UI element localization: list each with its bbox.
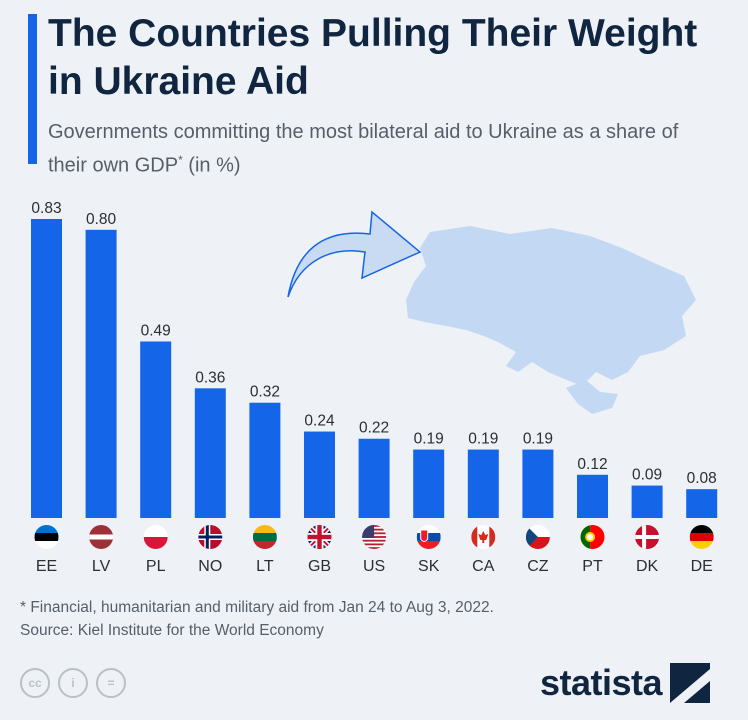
value-label-cz: 0.19 (523, 431, 553, 448)
category-labels-layer: EE LV PL NO LT GB US SK CA CZ PT DK DE (36, 558, 713, 575)
value-label-ee: 0.83 (31, 200, 61, 217)
bar-sk (413, 449, 445, 518)
bar-lv (85, 229, 117, 518)
bar-us (358, 438, 390, 518)
bar-gb (304, 431, 335, 518)
poland-flag-icon (143, 525, 168, 549)
bar-no (194, 388, 226, 518)
bar-pl (140, 341, 172, 518)
norway-flag-icon (198, 525, 223, 549)
chart-title: The Countries Pulling Their Weight in Uk… (48, 12, 698, 103)
category-label-lv: LV (92, 558, 111, 575)
accent-bar (28, 14, 37, 164)
value-label-gb: 0.24 (304, 413, 335, 430)
statista-logo: statista (540, 662, 711, 704)
category-label-ca: CA (472, 558, 495, 575)
bar-de (686, 489, 718, 518)
czechia-flag-icon (525, 525, 550, 549)
value-label-ca: 0.19 (468, 431, 498, 448)
category-label-pl: PL (146, 558, 166, 575)
subtitle-text: Governments committing the most bilatera… (48, 121, 679, 177)
category-label-de: DE (691, 558, 713, 575)
category-label-us: US (363, 558, 385, 575)
category-label-ee: EE (36, 558, 57, 575)
value-label-dk: 0.09 (632, 467, 662, 484)
category-label-sk: SK (418, 558, 440, 575)
bar-chart: 0.83 0.80 0.49 0.36 0.32 0.24 0.22 0.19 0.19 0.19… (31, 200, 718, 575)
value-label-de: 0.08 (687, 470, 717, 487)
subtitle-footnote-marker: * (178, 153, 183, 167)
value-label-sk: 0.19 (414, 431, 444, 448)
license-icons: cc i = (20, 668, 126, 698)
category-label-lt: LT (256, 558, 274, 575)
canada-flag-icon (471, 525, 496, 549)
bar-dk (631, 485, 663, 518)
slovakia-flag-icon (416, 525, 441, 549)
denmark-flag-icon (635, 525, 660, 549)
bar-pt (577, 474, 608, 518)
value-labels-layer: 0.83 0.80 0.49 0.36 0.32 0.24 0.22 0.19 0.19 0.19… (31, 200, 716, 487)
footnote-text: * Financial, humanitarian and military a… (20, 599, 494, 616)
bar-ee (31, 219, 62, 518)
no-derivatives-icon: = (96, 668, 126, 698)
category-label-gb: GB (308, 558, 331, 575)
value-label-lv: 0.80 (86, 211, 117, 228)
statista-mark-icon (670, 663, 711, 703)
bar-lt (249, 402, 281, 518)
attribution-icon: i (58, 668, 88, 698)
value-label-us: 0.22 (359, 420, 389, 437)
footnote-block: * Financial, humanitarian and military a… (20, 596, 494, 642)
subtitle-unit: (in %) (182, 154, 241, 177)
bar-ca (467, 449, 499, 518)
ukraine-map-icon (406, 226, 696, 414)
bars-layer (31, 219, 718, 518)
brand-name: statista (540, 662, 663, 703)
bar-cz (522, 449, 554, 518)
flags-layer (34, 525, 714, 549)
lithuania-flag-icon (252, 525, 277, 549)
chart-subtitle: Governments committing the most bilatera… (48, 118, 708, 180)
value-label-pl: 0.49 (141, 322, 171, 339)
category-label-pt: PT (582, 558, 603, 575)
value-label-pt: 0.12 (577, 456, 607, 473)
latvia-flag-icon (89, 525, 114, 549)
value-label-no: 0.36 (195, 369, 225, 386)
category-label-cz: CZ (527, 558, 549, 575)
creative-commons-icon: cc (20, 668, 50, 698)
category-label-dk: DK (636, 558, 659, 575)
usa-flag-icon (362, 525, 387, 549)
decorative-arrow-icon (287, 210, 422, 298)
uk-flag-icon (307, 525, 332, 549)
source-text: Source: Kiel Institute for the World Eco… (20, 622, 324, 639)
value-label-lt: 0.32 (250, 384, 280, 401)
estonia-flag-icon (34, 525, 59, 549)
category-label-no: NO (198, 558, 222, 575)
germany-flag-icon (689, 525, 714, 549)
portugal-flag-icon (580, 525, 605, 549)
